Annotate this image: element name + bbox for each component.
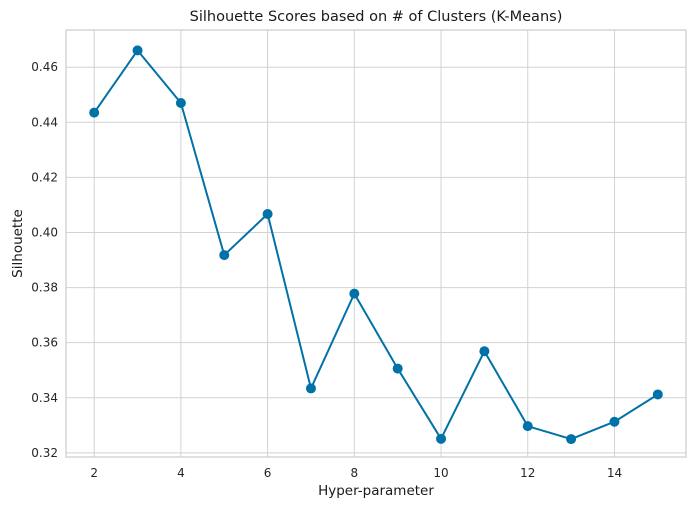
y-axis-label: Silhouette [10,209,26,278]
x-tick-labels: 2 4 6 8 10 12 14 [90,466,622,480]
x-tick-label: 6 [264,466,272,480]
data-point [522,421,533,432]
data-point [175,98,186,109]
data-point [219,250,230,261]
x-tick-label: 8 [351,466,359,480]
x-tick-label: 4 [177,466,185,480]
data-points [89,45,663,445]
data-point [392,363,403,374]
data-point [479,346,490,357]
data-point [436,433,447,444]
data-point [566,434,577,445]
y-tick-label: 0.46 [31,60,58,74]
x-tick-label: 14 [607,466,622,480]
y-tick-label: 0.34 [31,391,58,405]
y-tick-label: 0.42 [31,170,58,184]
data-point [262,209,273,220]
x-tick-label: 2 [90,466,98,480]
plot-frame [65,29,687,458]
chart-title: Silhouette Scores based on # of Clusters… [190,9,563,25]
y-tick-labels: 0.32 0.34 0.36 0.38 0.40 0.42 0.44 0.46 [31,60,58,460]
x-tick-label: 12 [520,466,535,480]
grid [66,30,686,457]
data-point [132,45,143,56]
x-tick-label: 10 [433,466,448,480]
data-point [89,107,100,118]
x-axis-label: Hyper-parameter [318,483,434,499]
data-point [652,389,663,400]
y-tick-label: 0.40 [31,225,58,239]
data-point [305,383,316,394]
y-tick-label: 0.44 [31,115,58,129]
data-point [349,288,360,299]
y-tick-label: 0.36 [31,336,58,350]
series-line [93,49,659,441]
data-point [609,416,620,427]
y-tick-label: 0.32 [31,446,58,460]
y-tick-label: 0.38 [31,281,58,295]
